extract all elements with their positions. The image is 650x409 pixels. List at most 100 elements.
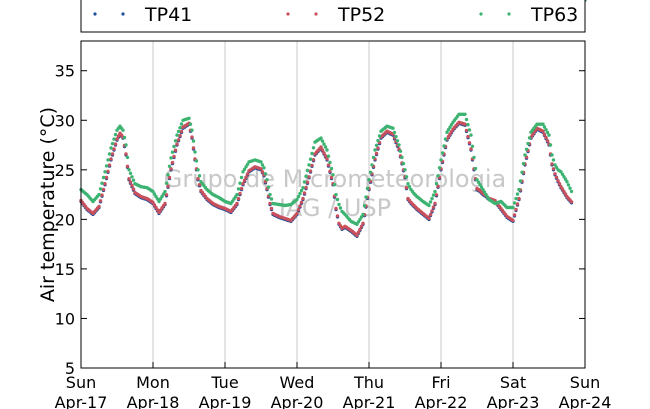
point [527, 136, 532, 140]
point [104, 175, 109, 180]
point [542, 132, 547, 137]
point [191, 139, 196, 143]
point [466, 134, 470, 139]
point [365, 186, 370, 191]
legend-box [80, 0, 586, 33]
point [463, 112, 467, 117]
point [266, 185, 271, 189]
point [311, 146, 316, 150]
point [430, 196, 434, 201]
point [112, 147, 116, 151]
plot-frame [80, 40, 586, 369]
legend-entry-tp63: TP63 [479, 4, 578, 26]
point [361, 212, 365, 217]
point [196, 168, 200, 172]
point [550, 162, 554, 166]
point [473, 166, 478, 171]
point [515, 192, 520, 196]
point [193, 150, 197, 154]
point [446, 134, 451, 139]
point [298, 204, 302, 208]
point [107, 152, 112, 156]
point [355, 222, 359, 226]
point [166, 184, 170, 188]
y-tick-label: 25 [55, 161, 75, 180]
point [554, 175, 559, 179]
point [563, 192, 568, 196]
x-tick-day: Sat [500, 373, 526, 392]
point [403, 168, 407, 172]
point [197, 183, 202, 187]
point [268, 201, 272, 206]
point [100, 193, 104, 197]
point [359, 224, 364, 228]
point [244, 175, 248, 179]
point [428, 200, 433, 204]
point [544, 135, 548, 140]
point [127, 168, 131, 172]
point [166, 173, 170, 177]
point [404, 186, 409, 190]
point [541, 129, 545, 133]
x-tick-day: Mon [136, 373, 170, 392]
point [196, 177, 200, 181]
point [175, 142, 179, 146]
point [542, 125, 547, 129]
point [265, 178, 269, 182]
point [170, 160, 175, 165]
point [442, 144, 446, 148]
point [475, 178, 479, 182]
point [329, 175, 334, 180]
point [547, 133, 551, 137]
point [191, 146, 196, 150]
point [463, 122, 467, 126]
point [518, 179, 523, 183]
point [235, 201, 239, 206]
point [374, 151, 379, 156]
point [268, 192, 272, 197]
point [175, 133, 179, 137]
point [241, 182, 245, 186]
point [569, 189, 574, 194]
watermark-line-1: Grupo de Micrometeorologia [164, 165, 506, 193]
legend-marker [314, 12, 318, 16]
point [433, 201, 437, 206]
point [238, 181, 242, 185]
point [319, 136, 323, 140]
point [131, 187, 136, 191]
point [326, 163, 331, 167]
point [296, 208, 301, 212]
point [368, 170, 373, 174]
x-tick-date: Apr-18 [127, 393, 180, 409]
legend-entry-tp52: TP52 [286, 4, 385, 26]
point [467, 141, 472, 145]
point [260, 170, 265, 174]
point [260, 163, 265, 167]
point [320, 148, 325, 152]
point [101, 187, 106, 192]
point [299, 188, 304, 193]
point [179, 122, 184, 126]
point [163, 189, 167, 194]
point [376, 146, 380, 150]
point [328, 169, 332, 173]
point [325, 157, 329, 161]
point [308, 169, 313, 173]
point [109, 146, 113, 150]
point [446, 128, 451, 132]
legend-label: TP41 [144, 4, 192, 26]
point [320, 139, 325, 143]
point [241, 170, 245, 174]
point [110, 152, 115, 156]
point [434, 182, 439, 186]
point [392, 130, 397, 135]
point [545, 130, 550, 135]
point [304, 186, 308, 190]
point [130, 184, 134, 188]
point [178, 133, 182, 138]
vertical-grid [152, 41, 514, 368]
point [130, 175, 134, 179]
point [550, 153, 554, 157]
point [431, 193, 436, 197]
